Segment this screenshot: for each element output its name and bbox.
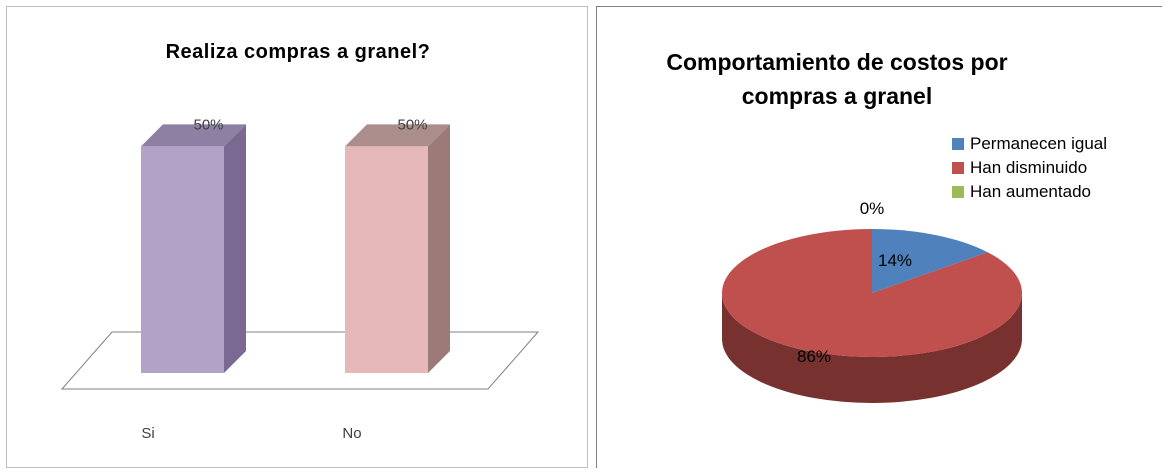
- bar-front-face: [141, 146, 224, 373]
- legend-label: Han aumentado: [970, 182, 1091, 201]
- pie-legend: Permanecen igual Han disminuido Han aume…: [952, 132, 1107, 204]
- bar-side-face: [428, 124, 450, 373]
- bar-front-face: [345, 146, 428, 373]
- pie-slice-side: [722, 293, 1022, 403]
- legend-swatch: [952, 162, 964, 174]
- bar-data-label: 50%: [193, 116, 223, 133]
- pie-data-label: 0%: [860, 199, 885, 218]
- bar-chart-title: Realiza compras a granel?: [165, 41, 431, 63]
- legend-item-han-disminuido: Han disminuido: [952, 156, 1107, 180]
- pie-chart-title: Comportamiento de costos por compras a g…: [666, 49, 1008, 109]
- pie-data-label: 86%: [797, 347, 831, 366]
- legend-label: Permanecen igual: [970, 134, 1108, 153]
- legend-swatch: [952, 186, 964, 198]
- pie-slice-top: [722, 229, 1022, 357]
- legend-label: Han disminuido: [970, 158, 1088, 177]
- bar-data-label: 50%: [397, 116, 427, 133]
- legend-swatch: [952, 138, 964, 150]
- bar-category-label: No: [342, 425, 361, 442]
- legend-item-permanecen-igual: Permanecen igual: [952, 132, 1107, 156]
- pie-slice-top: [872, 229, 988, 293]
- legend-item-han-aumentado: Han aumentado: [952, 180, 1107, 204]
- bar-chart-panel: Realiza compras a granel?: [6, 6, 588, 468]
- pie-data-label: 14%: [878, 251, 912, 270]
- bar-category-label: Si: [141, 425, 154, 442]
- bar-top-face: [141, 124, 246, 147]
- bar-top-face: [345, 124, 450, 147]
- bar-side-face: [224, 124, 246, 373]
